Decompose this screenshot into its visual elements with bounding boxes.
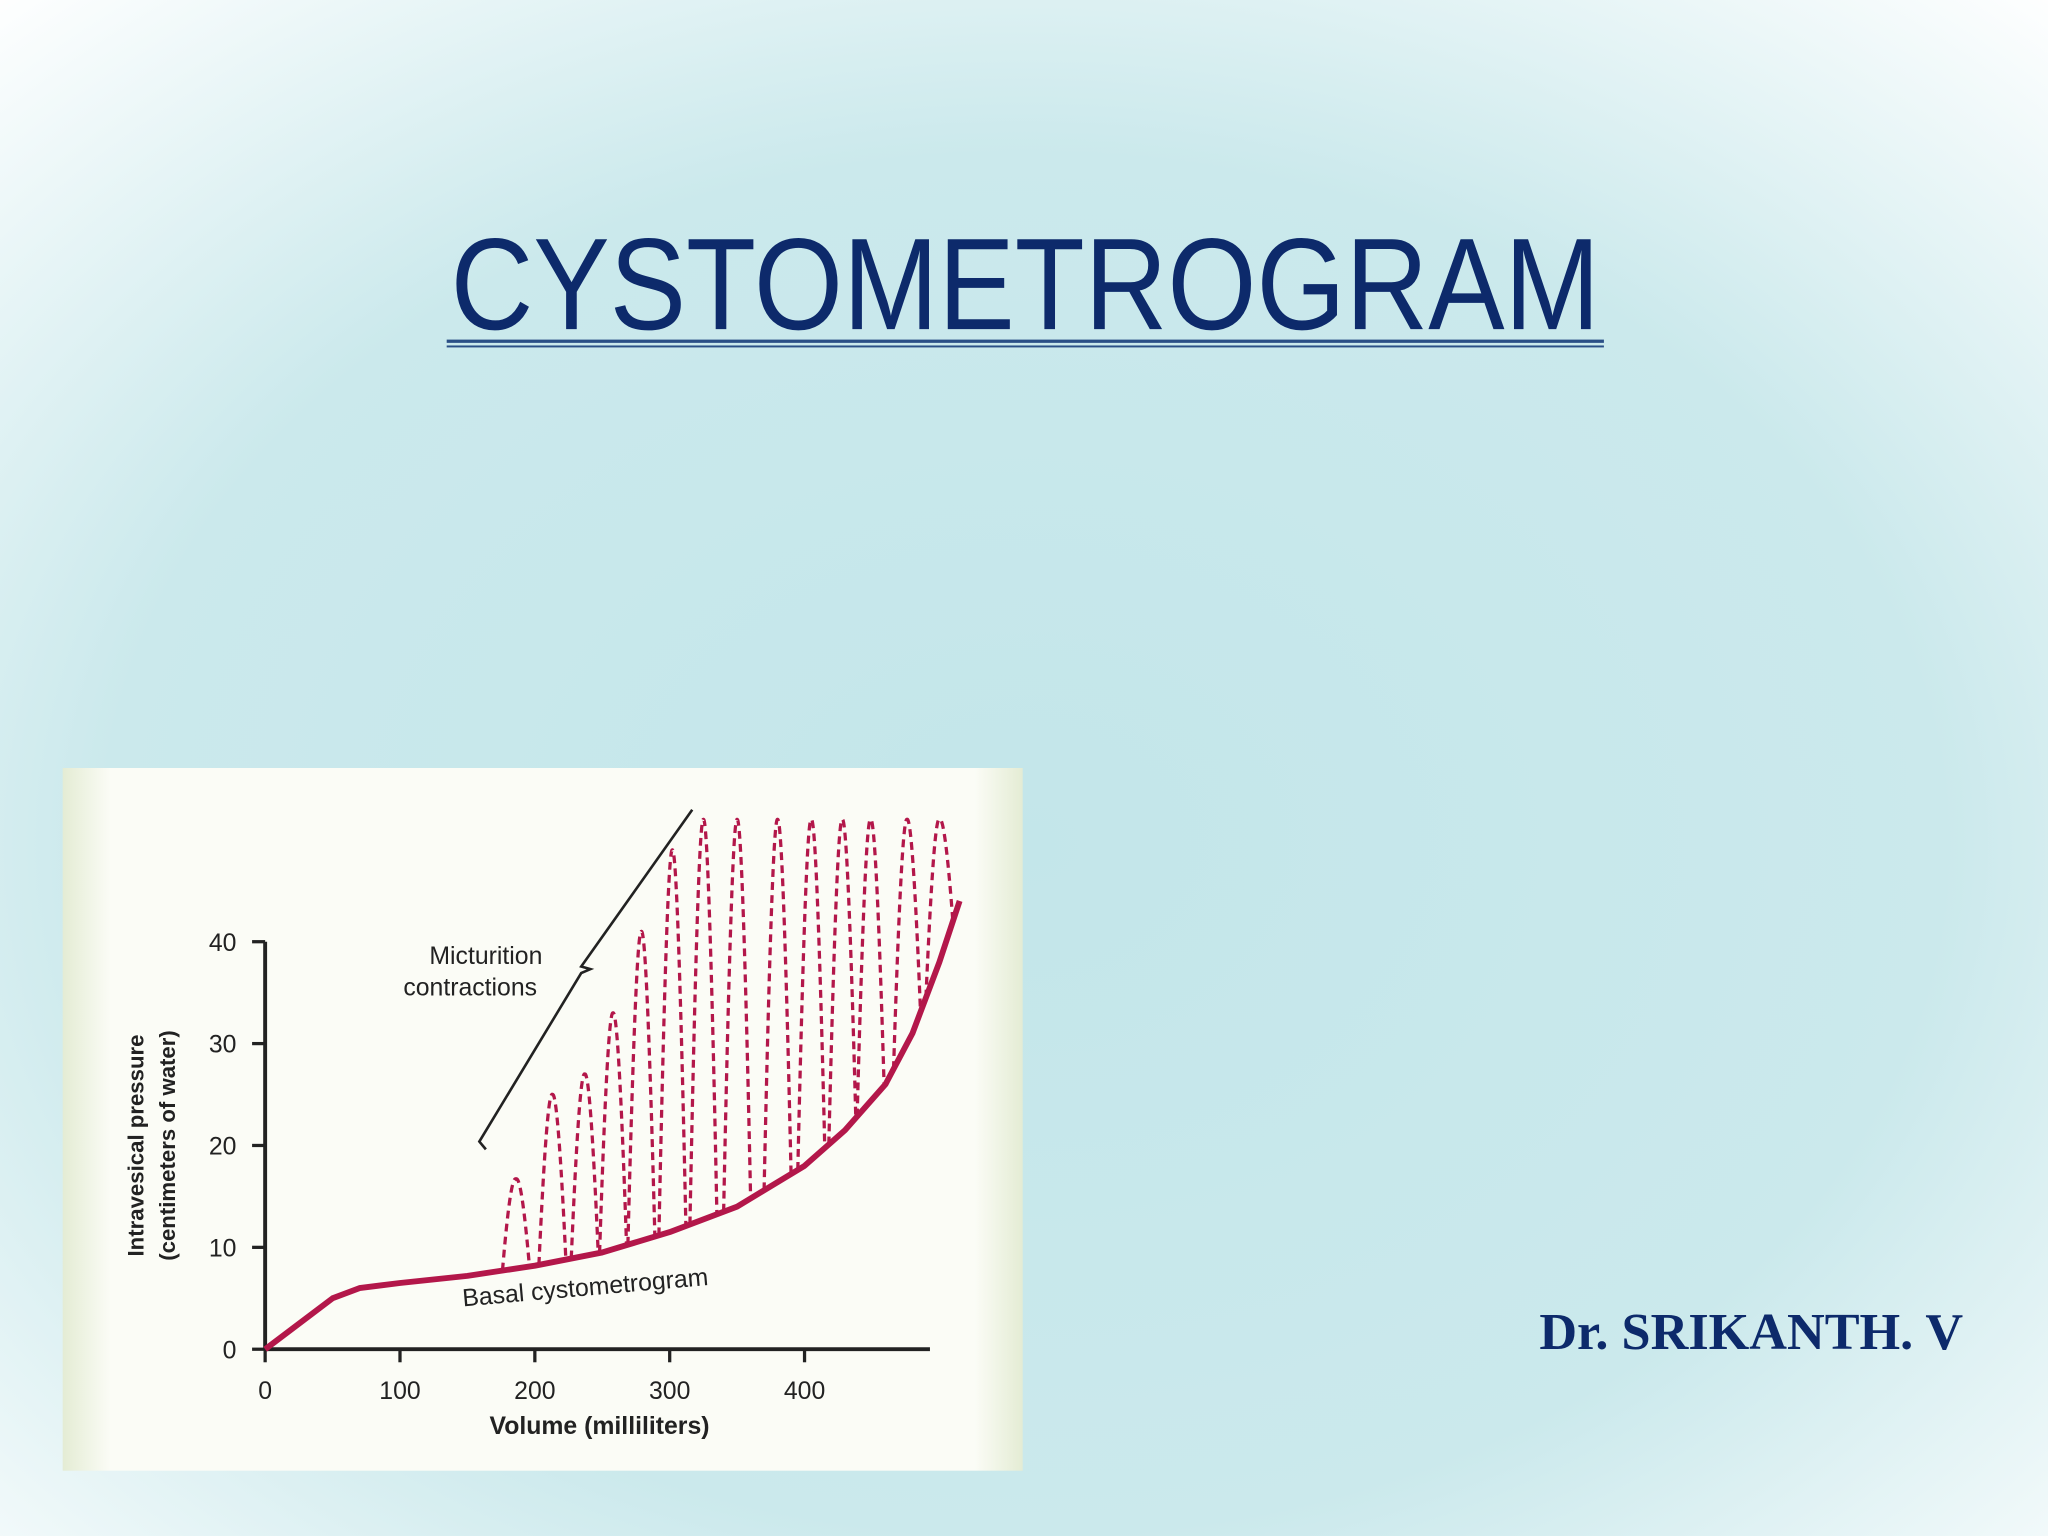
x-tick-label: 0 <box>258 1378 272 1405</box>
title-underline <box>446 345 1604 348</box>
contraction <box>722 817 753 1212</box>
annotation-bracket <box>477 809 694 1151</box>
contraction <box>626 929 657 1245</box>
contraction <box>597 1011 629 1254</box>
slide-title: CYSTOMETROGRAM <box>451 211 1600 357</box>
x-tick-label: 300 <box>649 1378 690 1405</box>
contraction <box>537 1092 568 1265</box>
contraction <box>762 817 793 1191</box>
y-tick-label: 30 <box>209 1032 237 1059</box>
contraction <box>924 817 955 998</box>
x-tick-label: 400 <box>784 1378 825 1405</box>
y-tick-label: 20 <box>209 1134 237 1161</box>
y-tick-label: 10 <box>209 1235 237 1262</box>
contraction <box>796 817 827 1170</box>
annotation: Micturition <box>429 943 542 970</box>
annotation: contractions <box>403 974 537 1001</box>
contraction <box>657 848 688 1236</box>
contraction <box>688 817 719 1225</box>
author: Dr. SRIKANTH. V <box>1539 1303 1963 1361</box>
x-axis-label: Volume (milliliters) <box>490 1413 710 1440</box>
contraction <box>500 1177 532 1271</box>
x-tick-label: 200 <box>514 1378 555 1405</box>
title-underline <box>446 339 1604 343</box>
y-tick-label: 0 <box>223 1337 237 1364</box>
contraction <box>855 817 886 1117</box>
y-axis-label: (centimeters of water) <box>155 1030 180 1261</box>
contraction <box>569 1072 600 1259</box>
y-tick-label: 40 <box>209 930 237 957</box>
chart-panel <box>62 768 1023 1471</box>
x-tick-label: 100 <box>379 1378 420 1405</box>
y-axis-label: Intravesical pressure <box>124 1034 149 1256</box>
contraction <box>827 817 858 1145</box>
contraction <box>891 817 923 1070</box>
basal-line <box>263 900 963 1352</box>
